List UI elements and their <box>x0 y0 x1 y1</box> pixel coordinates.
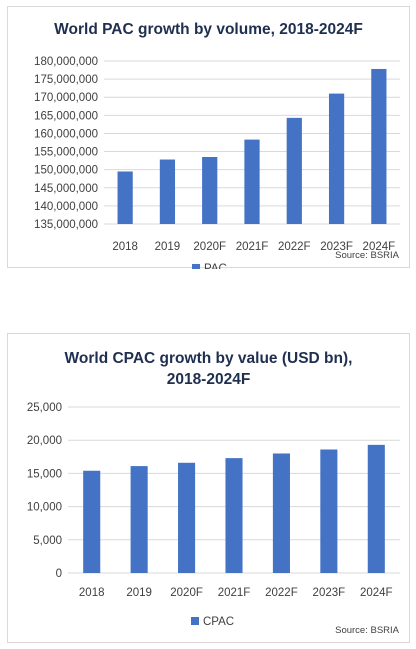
x-tick-label: 2019 <box>155 241 181 253</box>
legend-label: CPAC <box>203 616 234 628</box>
bar <box>328 93 345 224</box>
y-tick-label: 175,000,000 <box>34 74 98 86</box>
legend-label: PAC <box>204 263 227 269</box>
chart-title: World PAC growth by volume, 2018-2024F <box>54 21 363 38</box>
bar <box>244 139 260 224</box>
x-tick-label: 2020F <box>193 241 226 253</box>
bar <box>320 449 338 573</box>
bar <box>117 171 133 224</box>
bar <box>367 444 385 573</box>
cpac-value-chart: 0 5,000 10,000 15,000 20,000 25,000 2018 2019 20… <box>27 402 400 628</box>
y-tick-label: 150,000,000 <box>34 165 98 177</box>
x-tick-label: 2021F <box>236 241 269 253</box>
x-tick-label: 2019 <box>126 587 152 599</box>
y-tick-label: 145,000,000 <box>34 183 98 195</box>
chart-source: Source: BSRIA <box>335 250 399 261</box>
x-tick-label: 2024F <box>360 587 393 599</box>
chart-source: Source: BSRIA <box>335 625 399 636</box>
legend-swatch <box>191 617 199 625</box>
x-tick-label: 2021F <box>218 587 251 599</box>
x-tick-label: 2020F <box>170 587 203 599</box>
y-tick-label: 10,000 <box>27 502 62 514</box>
bar <box>130 466 148 573</box>
bar <box>286 117 302 224</box>
y-tick-label: 20,000 <box>27 435 62 447</box>
y-tick-label: 0 <box>56 568 62 580</box>
x-tick-label: 2018 <box>112 241 138 253</box>
bar <box>225 458 243 573</box>
chart-title-line-2: 2018-2024F <box>166 371 251 388</box>
bar <box>159 159 176 224</box>
x-tick-label: 2022F <box>265 587 298 599</box>
y-tick-label: 135,000,000 <box>34 219 98 231</box>
y-tick-label: 140,000,000 <box>34 201 98 213</box>
bar <box>202 156 218 224</box>
y-tick-label: 180,000,000 <box>34 56 98 68</box>
x-tick-label: 2018 <box>79 587 105 599</box>
y-tick-label: 25,000 <box>27 402 62 414</box>
bar <box>178 462 196 573</box>
pac-volume-chart: 135,000,000 140,000,000 145,000,000 150,000… <box>34 56 400 269</box>
y-tick-label: 5,000 <box>33 535 62 547</box>
chart-title-line-1: World CPAC growth by value (USD bn), <box>64 350 353 367</box>
cpac-value-chart-panel: World CPAC growth by value (USD bn), 201… <box>7 333 410 643</box>
bar <box>272 453 290 573</box>
bar <box>83 470 101 573</box>
x-tick-label: 2022F <box>278 241 311 253</box>
x-tick-label: 2024F <box>363 241 396 253</box>
y-tick-label: 160,000,000 <box>34 128 98 140</box>
legend-swatch <box>192 264 200 269</box>
chart-title: World CPAC growth by value (USD bn), 201… <box>8 348 409 390</box>
y-tick-label: 165,000,000 <box>34 110 98 122</box>
x-tick-label: 2023F <box>313 587 346 599</box>
x-tick-label: 2023F <box>320 241 353 253</box>
y-tick-label: 155,000,000 <box>34 147 98 159</box>
y-tick-label: 170,000,000 <box>34 92 98 104</box>
pac-volume-chart-panel: World PAC growth by volume, 2018-2024F 1… <box>7 6 410 269</box>
bar <box>371 68 387 224</box>
y-tick-label: 15,000 <box>27 468 62 480</box>
